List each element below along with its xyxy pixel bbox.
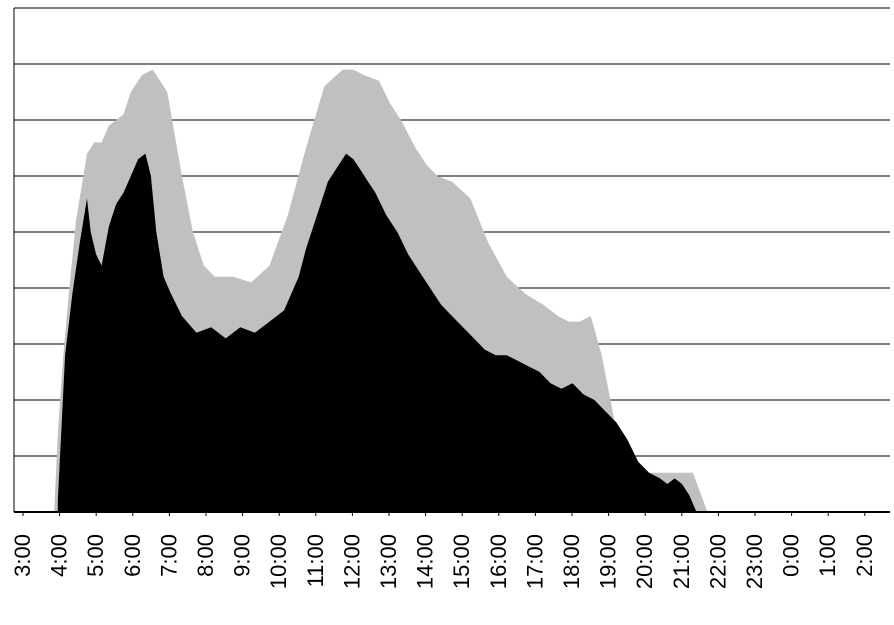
x-tick-label: 14:00 — [413, 534, 438, 589]
x-tick-label: 1:00 — [815, 534, 840, 577]
x-tick-label: 4:00 — [47, 534, 72, 577]
x-tick-label: 17:00 — [522, 534, 547, 589]
area-series-dark — [57, 153, 704, 512]
x-tick-label: 15:00 — [449, 534, 474, 589]
x-tick-label: 9:00 — [230, 534, 255, 577]
x-tick-label: 23:00 — [742, 534, 767, 589]
x-tick-label: 0:00 — [779, 534, 804, 577]
x-tick-label: 8:00 — [193, 534, 218, 577]
x-tick-label: 7:00 — [156, 534, 181, 577]
x-tick-label: 11:00 — [303, 534, 328, 587]
x-tick-label: 18:00 — [559, 534, 584, 589]
x-tick-label: 6:00 — [120, 534, 145, 577]
x-tick-label: 3:00 — [10, 534, 35, 577]
x-tick-label: 16:00 — [486, 534, 511, 589]
x-tick-label: 21:00 — [669, 534, 694, 589]
x-tick-label: 19:00 — [596, 534, 621, 589]
x-tick-label: 20:00 — [632, 534, 657, 589]
x-tick-label: 12:00 — [339, 534, 364, 589]
x-tick-labels: 3:00 4:00 5:00 6:00 7:00 8:00 9:00 10:00 11:00 12… — [10, 512, 877, 589]
x-tick-label: 10:00 — [266, 534, 291, 589]
x-tick-label: 2:00 — [852, 534, 877, 577]
area-dark-series — [57, 153, 704, 512]
x-tick-label: 5:00 — [83, 534, 108, 577]
x-tick-label: 22:00 — [705, 534, 730, 589]
axes — [13, 8, 890, 513]
x-tick-label: 13:00 — [376, 534, 401, 589]
